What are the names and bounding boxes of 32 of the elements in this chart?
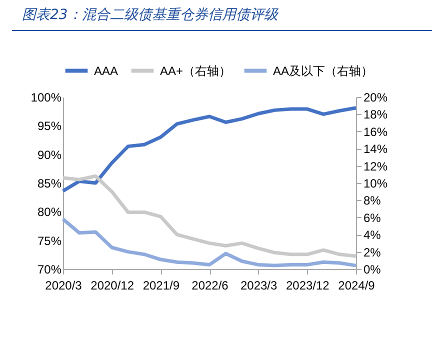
legend-label: AA及以下（右轴） — [273, 64, 374, 78]
y2-tick-label: 2% — [364, 245, 382, 260]
legend-label: AAA — [94, 64, 118, 78]
x-tick-label: 2020/12 — [90, 278, 134, 292]
y2-tick-label: 12% — [364, 159, 388, 174]
x-tick-label: 2023/3 — [240, 278, 278, 292]
legend-label: AA+（右轴） — [160, 64, 232, 78]
chart-title: 图表23：混合二级债基重仓券信用债评级 — [22, 6, 278, 24]
y2-tick-label: 8% — [364, 194, 382, 208]
y-tick-label: 100% — [30, 90, 62, 104]
x-tick-label: 2021/9 — [142, 278, 180, 292]
y2-tick-label: 20% — [364, 90, 388, 104]
x-tick-label: 2020/3 — [45, 278, 82, 292]
y2-tick-label: 10% — [364, 176, 388, 190]
y2-tick-label: 14% — [364, 142, 388, 156]
x-tick-label: 2023/12 — [286, 278, 330, 292]
y2-tick-label: 4% — [364, 228, 382, 242]
y-tick-label: 70% — [37, 262, 62, 276]
y2-tick-label: 6% — [364, 210, 382, 225]
y-tick-label: 90% — [37, 148, 62, 162]
y2-tick-label: 16% — [364, 124, 388, 139]
y-tick-label: 95% — [37, 119, 62, 134]
y2-tick-label: 18% — [364, 108, 388, 122]
y-tick-label: 80% — [37, 205, 62, 220]
line-series — [61, 174, 358, 258]
y2-tick-label: 0% — [364, 262, 382, 276]
x-tick-label: 2022/6 — [192, 278, 229, 292]
x-tick-label: 2024/9 — [338, 278, 376, 292]
line-series — [61, 217, 358, 268]
y-tick-label: 75% — [37, 234, 62, 248]
line-series — [61, 106, 358, 193]
y-tick-label: 85% — [37, 176, 62, 190]
